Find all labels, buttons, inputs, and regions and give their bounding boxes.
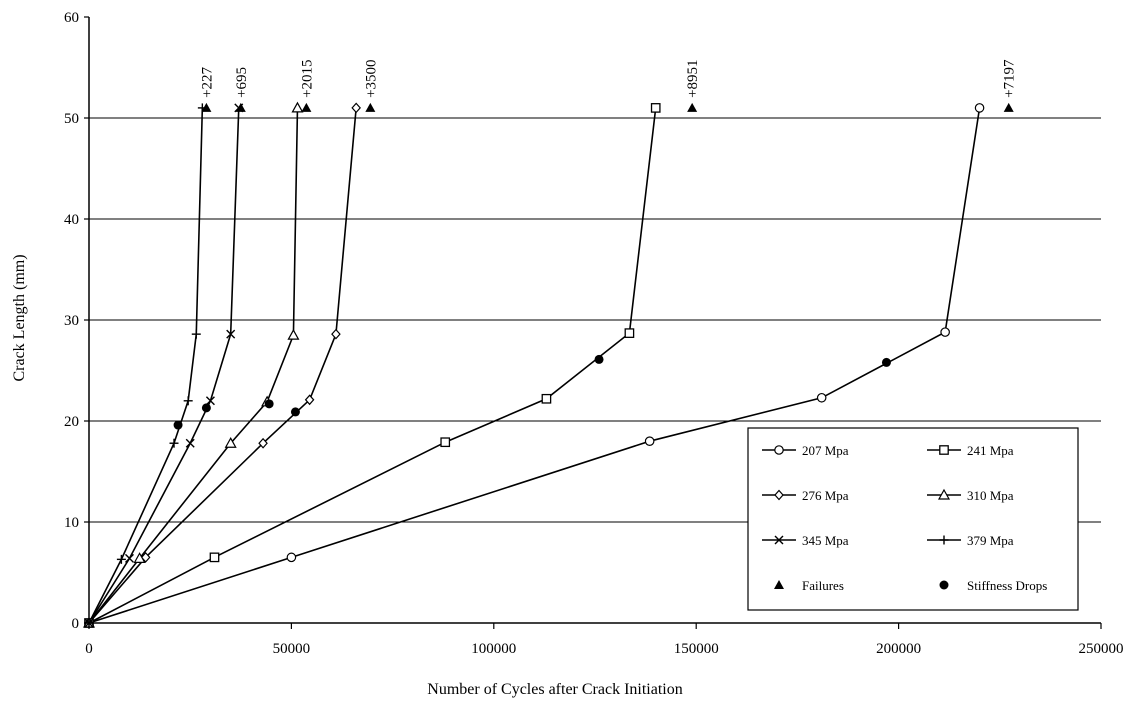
legend-label: 241 Mpa	[967, 443, 1014, 458]
failure-annotation: +2015	[299, 59, 315, 97]
legend-label: 379 Mpa	[967, 533, 1014, 548]
stiffness-drop-point	[881, 357, 891, 367]
legend-item: Failures	[774, 578, 844, 593]
data-point	[258, 437, 268, 449]
legend-label: 345 Mpa	[802, 533, 849, 548]
data-point	[974, 103, 985, 113]
legend-marker	[939, 445, 949, 455]
series-line	[88, 107, 657, 624]
y-axis-title: Crack Length (mm)	[11, 254, 28, 381]
x-tick-label: 150000	[674, 641, 719, 657]
data-point	[351, 102, 361, 114]
series-layer	[88, 107, 981, 624]
failure-point	[365, 102, 376, 112]
legend-label: 207 Mpa	[802, 443, 849, 458]
x-tick-label: 0	[85, 641, 93, 657]
legend-marker	[774, 535, 784, 545]
series-line	[88, 107, 240, 624]
y-tick-label: 10	[64, 515, 79, 531]
failure-annotation: +7197	[1002, 59, 1018, 98]
data-point	[209, 552, 220, 563]
data-point	[133, 552, 146, 563]
data-point	[116, 554, 126, 564]
legend-item: Stiffness Drops	[939, 578, 1047, 593]
series-line	[88, 107, 299, 624]
y-tick-label: 0	[72, 616, 80, 632]
data-point	[624, 328, 635, 338]
data-point	[291, 101, 304, 113]
failure-annotation: +227	[199, 66, 215, 97]
legend-marker	[774, 445, 784, 455]
data-point	[331, 328, 341, 340]
legend-label: 310 Mpa	[967, 488, 1014, 503]
data-point	[169, 438, 179, 448]
annotations-layer: +227 +695 +2015 +3500 +8951 +7197	[199, 59, 1017, 98]
failure-point	[1003, 102, 1014, 112]
stiffness-drop-point	[290, 407, 300, 417]
data-point	[940, 327, 950, 337]
data-point	[183, 396, 193, 406]
data-point	[440, 437, 451, 448]
y-tick-label: 50	[64, 111, 79, 127]
legend-item: 241 Mpa	[927, 443, 1014, 458]
legend-item: 379 Mpa	[927, 533, 1014, 548]
data-point	[286, 552, 297, 563]
series-line	[88, 107, 981, 624]
legend-item: 276 Mpa	[762, 488, 849, 503]
y-tick-label: 60	[64, 10, 79, 26]
data-point	[650, 103, 661, 113]
data-point	[287, 328, 300, 340]
legend-label: 276 Mpa	[802, 488, 849, 503]
legend-marker	[774, 489, 784, 501]
data-point	[205, 396, 215, 406]
series-line	[88, 107, 204, 624]
failure-annotation: +8951	[685, 59, 701, 97]
legend-item: 207 Mpa	[762, 443, 849, 458]
stiffness-drop-point	[201, 403, 211, 413]
data-point	[541, 393, 552, 404]
failure-annotation: +3500	[363, 59, 379, 97]
failure-point	[687, 102, 698, 112]
stiffness-drop-point	[594, 354, 604, 364]
legend-label: Stiffness Drops	[967, 578, 1047, 593]
y-tick-label: 20	[64, 414, 79, 430]
stiffness-drop-point	[264, 399, 274, 409]
data-point	[644, 436, 655, 446]
series-line	[88, 107, 357, 624]
data-point	[226, 329, 236, 339]
data-point	[816, 392, 827, 403]
legend-box	[747, 427, 1079, 611]
x-tick-label: 50000	[273, 641, 311, 657]
x-tick-label: 100000	[471, 641, 516, 657]
x-axis-title: Number of Cycles after Crack Initiation	[427, 681, 682, 698]
legend-label: Failures	[802, 578, 844, 593]
legend-marker	[939, 580, 949, 590]
tick-labels: 0 10 20 30 40 50 60 0 50000 100000 150000 200000 250…	[64, 10, 1124, 657]
legend-marker	[774, 580, 784, 589]
legend-item: 310 Mpa	[927, 488, 1014, 503]
data-point	[224, 436, 237, 448]
failure-annotation: +695	[234, 67, 250, 98]
legend: 207 Mpa 241 Mpa 276 Mpa 310 Mpa 345 Mpa 379 M…	[747, 427, 1079, 611]
failure-point	[301, 102, 312, 112]
data-point	[185, 438, 195, 448]
axes	[84, 16, 1102, 629]
legend-item: 345 Mpa	[762, 533, 849, 548]
failure-point	[201, 102, 212, 112]
y-tick-label: 40	[64, 212, 79, 228]
legend-marker	[937, 488, 951, 500]
x-tick-label: 250000	[1079, 641, 1124, 657]
stiffness-drop-point	[173, 420, 183, 430]
x-tick-label: 200000	[876, 641, 921, 657]
data-point	[191, 329, 201, 339]
data-point	[124, 553, 134, 563]
data-point	[304, 394, 315, 406]
y-tick-label: 30	[64, 313, 79, 329]
legend-marker	[939, 535, 949, 545]
failure-point	[235, 102, 246, 112]
